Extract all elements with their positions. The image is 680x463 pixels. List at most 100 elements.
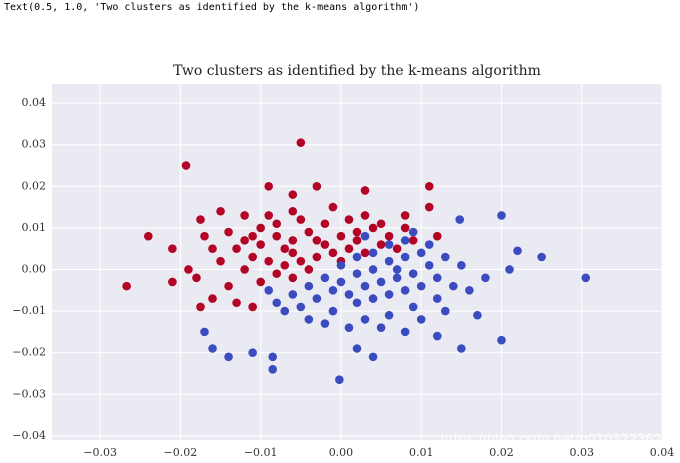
point [232, 244, 241, 253]
y-tick-label: 0.00 [22, 262, 47, 275]
point [465, 285, 474, 295]
point [368, 352, 378, 362]
point [392, 244, 402, 253]
x-tick-label: 0.04 [650, 446, 675, 459]
y-tick-label: 0.02 [22, 179, 47, 192]
point [408, 302, 418, 312]
point [288, 248, 298, 258]
point [296, 256, 306, 266]
x-tick-label: 0.00 [329, 446, 354, 459]
point [208, 294, 217, 303]
y-tick-label: −0.02 [12, 346, 46, 359]
point [288, 190, 298, 199]
point [416, 281, 426, 291]
point [457, 344, 466, 353]
point [432, 331, 442, 341]
point [336, 231, 346, 241]
point [424, 182, 434, 191]
point [344, 215, 354, 224]
point [320, 219, 330, 229]
point [505, 265, 514, 274]
point [288, 273, 298, 283]
y-tick-label: −0.01 [12, 304, 46, 317]
point [216, 206, 225, 216]
point [416, 315, 426, 324]
point [328, 285, 338, 295]
point [384, 231, 394, 241]
point [232, 298, 241, 308]
point [408, 269, 418, 278]
point [256, 240, 265, 249]
point [264, 285, 274, 295]
point [240, 211, 249, 220]
point [384, 256, 394, 266]
point [168, 244, 177, 253]
output-text: Text(0.5, 1.0, 'Two clusters as identifi… [4, 2, 420, 13]
point [360, 315, 370, 324]
point [312, 236, 322, 245]
point [376, 323, 386, 333]
point [432, 294, 442, 303]
point [392, 265, 402, 274]
point [581, 273, 591, 283]
point [400, 327, 410, 337]
point [240, 265, 249, 274]
point [280, 244, 290, 253]
point [240, 236, 249, 245]
point [248, 348, 257, 357]
point [400, 211, 410, 220]
point [335, 375, 344, 384]
point [352, 252, 362, 262]
point [196, 302, 205, 312]
point [192, 273, 201, 283]
point [312, 294, 322, 303]
point [481, 273, 490, 283]
point [408, 236, 418, 245]
point [272, 231, 282, 241]
point [122, 281, 131, 291]
point [288, 206, 298, 216]
point [312, 182, 322, 191]
point [368, 248, 378, 258]
point [208, 244, 217, 253]
point [440, 306, 450, 316]
point [384, 240, 394, 249]
point [304, 315, 314, 324]
point [304, 265, 314, 274]
y-tick-label: 0.03 [22, 138, 47, 151]
y-tick-label: −0.04 [12, 429, 46, 442]
point [440, 252, 450, 262]
point [224, 352, 233, 362]
watermark: https://blog.csdn.net/u010522362 [440, 433, 662, 448]
point [457, 261, 466, 270]
point [268, 352, 278, 362]
point [248, 252, 257, 262]
point [432, 273, 442, 283]
point [360, 248, 370, 258]
x-tick-label: 0.03 [569, 446, 594, 459]
point [352, 298, 362, 308]
point [256, 277, 265, 287]
point [352, 344, 362, 353]
point [384, 290, 394, 299]
point [216, 256, 225, 266]
point [360, 281, 370, 291]
chart-title: Two clusters as identified by the k-mean… [173, 63, 541, 79]
point [320, 319, 330, 328]
point [400, 285, 410, 295]
point [272, 298, 282, 308]
point [537, 252, 546, 262]
points [122, 138, 591, 384]
point [144, 231, 153, 241]
point [168, 277, 177, 287]
point [280, 306, 290, 316]
point [384, 310, 394, 320]
x-tick-label: −0.02 [164, 446, 198, 459]
y-tick-label: −0.03 [12, 387, 46, 400]
point [352, 227, 362, 237]
point [184, 265, 193, 274]
point [360, 186, 370, 195]
x-tick-label: 0.01 [409, 446, 434, 459]
point [408, 227, 418, 237]
